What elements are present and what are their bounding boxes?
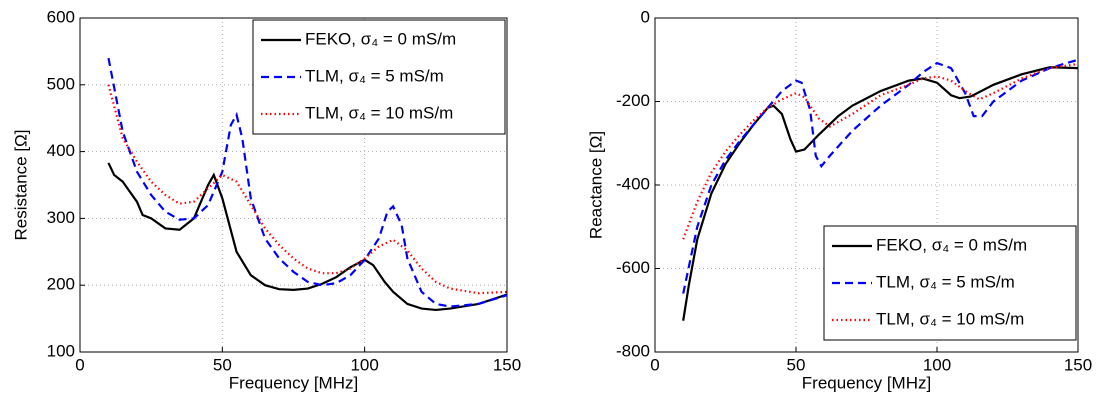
chart: 0 50 100 150 100 200 300 400 500 600 Frequency [MH… — [11, 7, 521, 392]
legend-label: FEKO, σ₄ = 0 mS/m — [876, 235, 1027, 254]
x-tick-label: 150 — [1064, 355, 1092, 374]
data-line — [107, 162, 508, 312]
legend-label: TLM, σ₄ = 10 mS/m — [876, 309, 1024, 328]
y-axis-label: Reactance [Ω] — [586, 131, 605, 239]
legend-label: FEKO, σ₄ = 0 mS/m — [305, 29, 456, 48]
x-tick-label: 50 — [787, 355, 806, 374]
legend-label: TLM, σ₄ = 10 mS/m — [305, 103, 453, 122]
x-tick-label: 100 — [923, 355, 951, 374]
y-tick-label: 100 — [47, 341, 75, 360]
y-tick-label: -800 — [616, 341, 650, 360]
x-tick-label: 150 — [493, 355, 521, 374]
y-tick-label: 200 — [47, 275, 75, 294]
y-tick-label: -200 — [616, 91, 650, 110]
y-tick-label: -400 — [616, 174, 650, 193]
y-tick-label: 300 — [47, 208, 75, 227]
x-tick-label: 0 — [75, 355, 84, 374]
plot-frame — [79, 17, 508, 353]
x-axis-label: Frequency [MHz] — [802, 373, 931, 392]
y-tick-label: 600 — [47, 7, 75, 26]
data-line — [682, 62, 1079, 240]
plot-frame — [654, 17, 1079, 353]
x-tick-label: 0 — [650, 355, 659, 374]
y-axis-label: Resistance [Ω] — [11, 130, 30, 241]
y-tick-label: 500 — [47, 74, 75, 93]
legend-label: TLM, σ₄ = 5 mS/m — [876, 272, 1015, 291]
data-line — [107, 57, 508, 308]
legend-label: TLM, σ₄ = 5 mS/m — [305, 66, 444, 85]
y-tick-label: 400 — [47, 141, 75, 160]
chart: 0 50 100 150 -800 -600 -400 -200 0 Frequency [MHz… — [586, 7, 1092, 392]
data-line — [107, 84, 508, 295]
y-tick-label: -600 — [616, 258, 650, 277]
data-line — [682, 58, 1079, 294]
x-tick-label: 100 — [350, 355, 378, 374]
data-line — [682, 66, 1079, 321]
x-axis-label: Frequency [MHz] — [229, 373, 358, 392]
y-tick-label: 0 — [641, 7, 650, 26]
x-tick-label: 50 — [213, 355, 232, 374]
